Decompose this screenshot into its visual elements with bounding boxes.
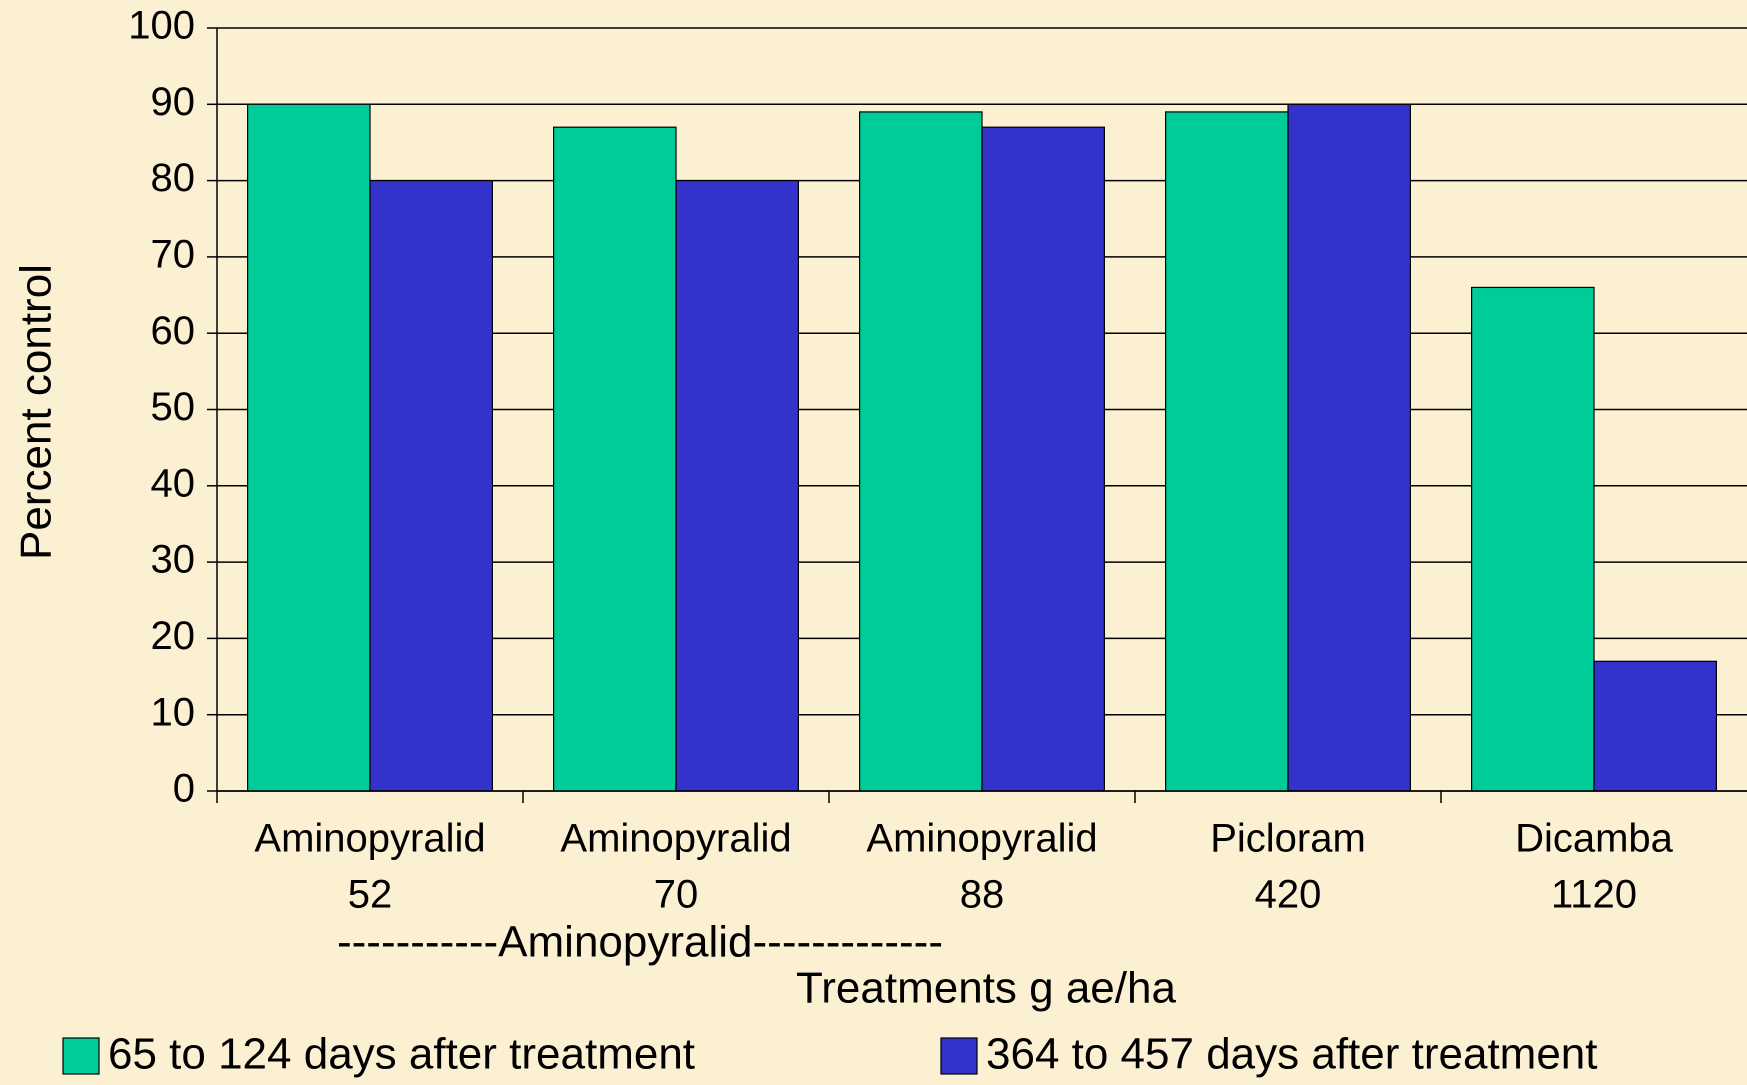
y-tick-label: 40 [151,461,196,505]
bar [552,126,677,792]
y-tick-label: 0 [173,767,195,811]
y-tick-label: 20 [151,614,196,658]
y-tick-label: 60 [151,309,196,353]
x-tick-label: Dicamba [1515,817,1674,861]
y-tick-label: 50 [151,385,196,429]
annotation: -----------Aminopyralid------------- [337,918,943,967]
x-axis-label: Treatments g ae/ha [796,964,1176,1013]
x-tick-label: 70 [654,873,699,917]
y-tick-label: 30 [151,538,196,582]
x-tick-label: Aminopyralid [560,817,791,861]
y-tick-label: 80 [151,156,196,200]
x-tick-label: Picloram [1210,817,1366,861]
bar [1287,103,1412,792]
bar [675,180,800,792]
bar [247,103,371,792]
bar [1470,286,1595,792]
y-tick-label: 10 [151,690,196,734]
bar [981,126,1106,792]
y-tick-label: 90 [151,80,196,124]
x-tick-label: 88 [960,873,1005,917]
x-tick-label: Aminopyralid [866,817,1097,861]
legend-label: 65 to 124 days after treatment [108,1030,695,1079]
x-tick-label: Aminopyralid [254,817,485,861]
legend-label: 364 to 457 days after treatment [986,1030,1598,1079]
y-axis-label: Percent control [12,264,61,560]
y-tick-label: 70 [151,232,196,276]
x-tick-label: 420 [1255,873,1322,917]
bar [1593,660,1718,792]
x-tick-label: 1120 [1551,873,1637,917]
bar [369,180,494,792]
y-tick-label: 100 [128,4,195,48]
legend-swatch [940,1037,978,1075]
bar [1164,111,1289,792]
x-tick-label: 52 [348,873,393,917]
bar [858,111,983,792]
legend-swatch [62,1037,100,1075]
